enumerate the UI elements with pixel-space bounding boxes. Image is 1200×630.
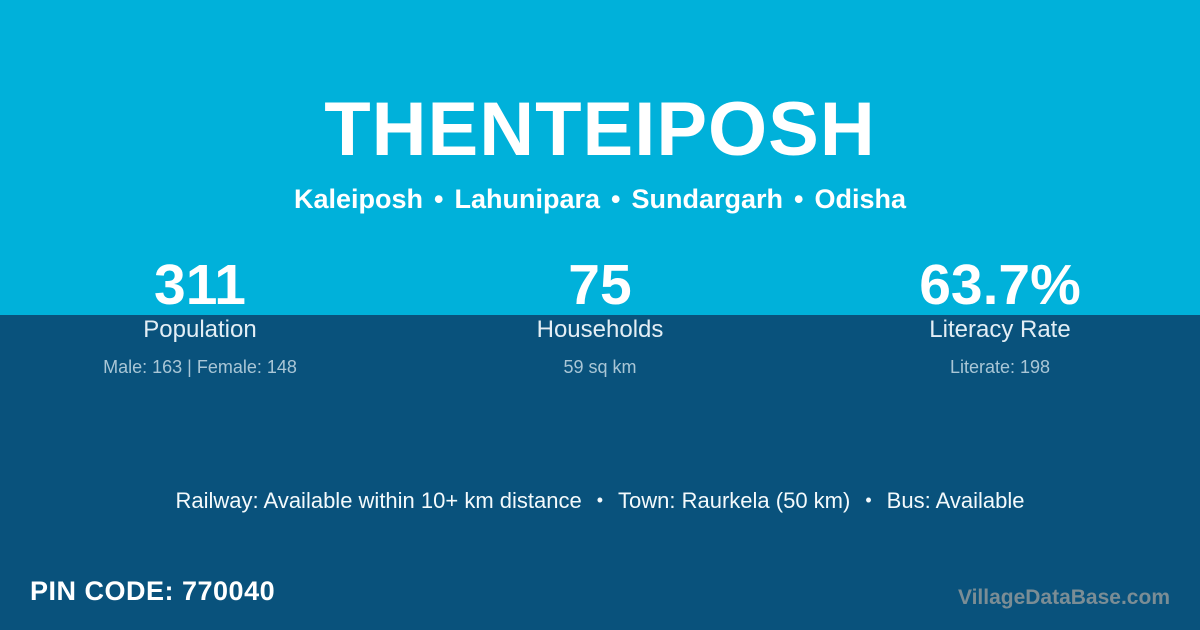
pin-code: PIN CODE: 770040 [30, 576, 276, 606]
breadcrumb-item-block: Kaleiposh [294, 184, 424, 214]
breadcrumb-item-tehsil: Lahunipara [454, 184, 601, 214]
breadcrumb: Kaleiposh • Lahunipara • Sundargarh • Odisha [0, 182, 1200, 216]
bottom-blue-band [0, 315, 1200, 630]
village-name-title: THENTEIPOSH [324, 87, 876, 172]
transport-info-line: Railway: Available within 10+ km distanc… [0, 486, 1200, 515]
bullet-separator: • [794, 184, 804, 214]
bus-info: Bus: Available [886, 488, 1025, 513]
bullet-separator: • [434, 184, 444, 214]
railway-info: Railway: Available within 10+ km distanc… [175, 488, 582, 513]
breadcrumb-item-state: Odisha [814, 184, 906, 214]
breadcrumb-item-district: Sundargarh [631, 184, 783, 214]
bullet-separator: • [596, 490, 604, 510]
bullet-separator: • [865, 490, 872, 510]
bullet-separator: • [611, 184, 621, 214]
top-cyan-band [0, 0, 1200, 315]
town-info: Town: Raurkela (50 km) [618, 488, 851, 513]
watermark-brand: VillageDataBase.com [957, 586, 1170, 609]
